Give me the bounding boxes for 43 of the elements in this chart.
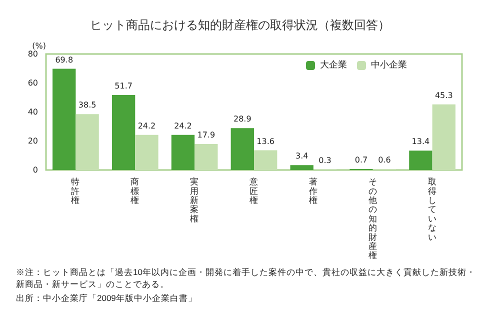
data-label: 13.4: [412, 137, 430, 146]
y-tick-label: 80: [28, 50, 38, 58]
data-label: 17.9: [197, 130, 216, 140]
bar: [112, 95, 136, 170]
text: ※注：ヒット商品とは「過去10年以内に企画・開発に着手した案件の中で、貴社の収益に大きく貢献した新技術・新商品・新サービス」のことである。: [16, 267, 476, 289]
x-tick-label: 特許権: [71, 176, 80, 206]
legend-label: 大企業: [320, 60, 347, 70]
bar: [290, 165, 314, 170]
bar: [194, 144, 218, 170]
bar: [76, 114, 99, 170]
legend-label: 中小企業: [371, 60, 407, 70]
y-tick-label: 40: [28, 108, 38, 116]
data-label: 38.5: [78, 100, 96, 110]
y-tick-label: 60: [28, 78, 38, 88]
x-tick-label: 実用新案権: [190, 176, 200, 224]
bar: [254, 150, 278, 170]
y-axis-title: (%): [32, 42, 46, 50]
bar: [409, 150, 432, 170]
data-label: 0.3: [318, 156, 332, 166]
data-label: 24.2: [138, 121, 156, 130]
data-label: 28.9: [234, 114, 252, 124]
data-label: 45.3: [434, 90, 453, 100]
bar: [135, 134, 158, 170]
data-label: 13.6: [256, 136, 274, 146]
data-label: 0.7: [354, 155, 368, 164]
x-tick-label: 意匠権: [248, 176, 258, 206]
chart-title: ヒット商品における知的財産権の取得状況（複数回答）: [90, 18, 390, 32]
bar: [230, 128, 254, 170]
category-label: その他の知的財産権: [368, 178, 378, 262]
x-tick-label: 著作権: [308, 176, 318, 206]
data-label: 0.6: [378, 156, 391, 165]
y-tick-label: 0: [32, 166, 38, 174]
data-label: 3.4: [295, 152, 308, 161]
x-tick-label: 取得していない: [428, 176, 437, 243]
x-tick-label: 商標権: [130, 176, 140, 206]
bar: [171, 134, 195, 170]
y-tick-label: 20: [28, 136, 38, 146]
data-label: 24.2: [174, 121, 192, 130]
bar: [52, 68, 76, 170]
bar: [432, 104, 456, 170]
data-label: 69.8: [55, 55, 74, 64]
text: 出所：中小企業庁「2009年版中小企業白書」: [16, 293, 197, 303]
data-label: 51.7: [114, 82, 132, 91]
